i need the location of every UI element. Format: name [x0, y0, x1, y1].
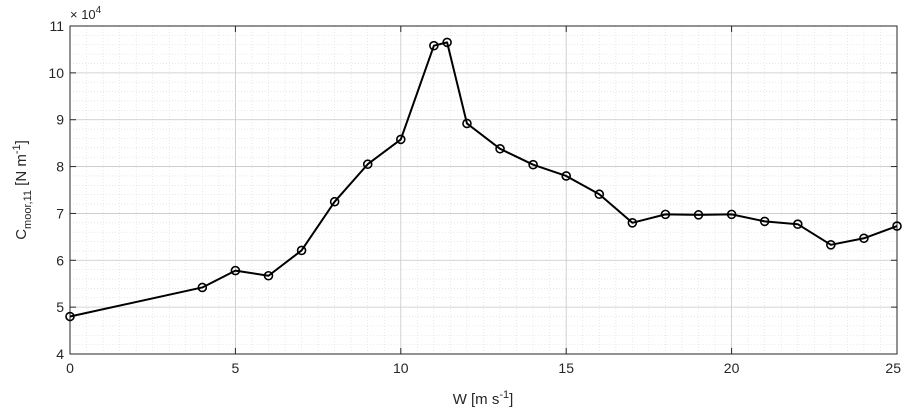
- data-point: [792, 219, 803, 230]
- data-point: [197, 282, 208, 293]
- x-tick-label: 20: [724, 360, 740, 376]
- data-point: [826, 240, 836, 250]
- plot-frame: [69, 25, 898, 355]
- data-point: [892, 221, 902, 231]
- data-point: [263, 270, 274, 281]
- y-multiplier: × 104: [70, 5, 102, 22]
- data-point: [693, 210, 704, 220]
- y-tick-label: 8: [56, 159, 64, 175]
- x-tick-labels: 0 5 10 15 20 25: [66, 360, 901, 376]
- y-axis-label: Cmoor,11 [N m-1]: [11, 140, 34, 240]
- x-tick-label: 0: [66, 360, 74, 376]
- data-point: [65, 311, 75, 322]
- data-point: [627, 218, 638, 228]
- x-tick-label: 5: [232, 360, 240, 376]
- data-point: [329, 196, 340, 207]
- x-axis-label: W [m s-1]: [453, 389, 514, 408]
- data-point: [230, 265, 241, 276]
- x-tick-label: 25: [885, 360, 901, 376]
- x-tick-label: 15: [558, 360, 574, 376]
- data-point: [726, 209, 737, 220]
- data-point: [429, 40, 439, 51]
- data-point: [859, 233, 869, 244]
- y-tick-label: 6: [56, 252, 64, 268]
- axis-ticks: [69, 25, 898, 355]
- y-tick-label: 10: [48, 65, 64, 81]
- data-point: [660, 209, 671, 220]
- data-point: [759, 216, 770, 227]
- y-tick-label: 11: [49, 18, 64, 34]
- data-point: [561, 171, 572, 181]
- data-point: [495, 143, 505, 154]
- series-markers: [65, 37, 902, 322]
- data-point: [442, 37, 452, 48]
- data-point: [528, 159, 538, 170]
- y-tick-label: 7: [56, 205, 64, 221]
- y-tick-label: 5: [56, 299, 64, 315]
- x-tick-label: 10: [393, 360, 409, 376]
- data-point: [395, 134, 406, 145]
- y-tick-labels: 4 5 6 7 8 9 10 11: [48, 18, 64, 362]
- y-tick-label: 4: [56, 346, 64, 362]
- data-point: [296, 245, 307, 256]
- series-line: [69, 41, 898, 318]
- data-point: [594, 189, 605, 200]
- data-point: [362, 159, 373, 170]
- data-point: [462, 118, 472, 129]
- plot-background: [70, 26, 897, 354]
- y-tick-label: 9: [56, 112, 64, 128]
